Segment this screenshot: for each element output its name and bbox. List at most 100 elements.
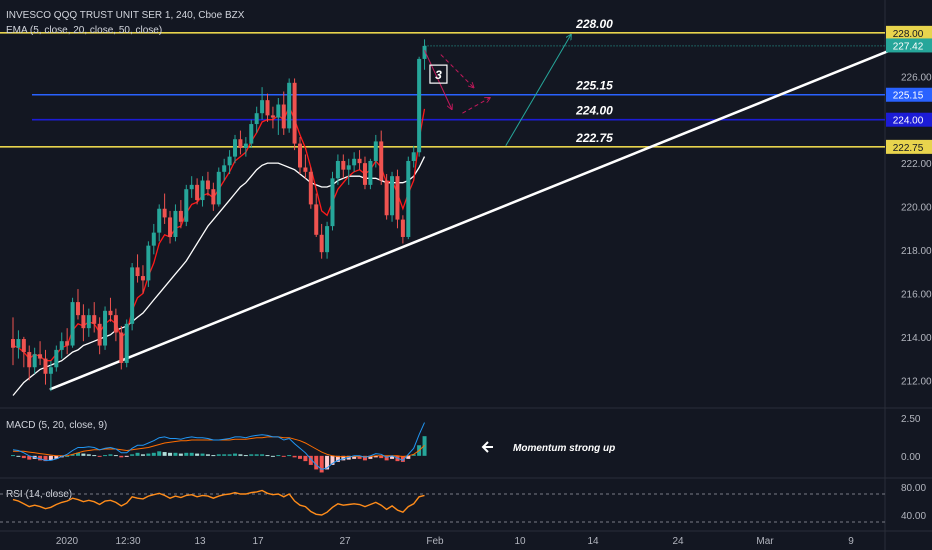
candle[interactable] (254, 106, 259, 133)
candle[interactable] (70, 297, 75, 348)
candle[interactable] (81, 304, 86, 342)
candle[interactable] (368, 158, 373, 190)
candle[interactable] (411, 145, 416, 168)
momentum-annotation[interactable]: Momentum strong up (481, 441, 615, 454)
candle[interactable] (216, 167, 221, 207)
projection-arrow[interactable] (424, 50, 452, 109)
macd-histogram-bar (103, 455, 108, 457)
candle[interactable] (59, 332, 64, 359)
candle[interactable] (173, 204, 178, 242)
price-axis-tag[interactable]: 227.42 (886, 38, 932, 53)
candle[interactable] (151, 223, 156, 255)
candle[interactable] (200, 176, 205, 207)
candle[interactable] (135, 254, 140, 283)
price-axis-tag[interactable]: 225.15 (886, 87, 932, 102)
candle[interactable] (330, 171, 335, 231)
candle[interactable] (325, 221, 330, 259)
candle-body (254, 113, 259, 125)
candle[interactable] (27, 345, 32, 381)
candle[interactable] (146, 241, 151, 287)
candle[interactable] (292, 78, 297, 151)
projection-arrow[interactable] (505, 35, 571, 147)
candle[interactable] (390, 171, 395, 222)
candle[interactable] (357, 150, 362, 170)
ema-legend[interactable]: EMA (5, close, 20, close, 50, close) (6, 25, 163, 36)
candle[interactable] (178, 200, 183, 229)
candle[interactable] (157, 204, 162, 242)
candle[interactable] (86, 308, 91, 337)
price-axis-tag-bg (886, 139, 932, 154)
price-axis-tag[interactable]: 228.00 (886, 25, 932, 40)
candle[interactable] (303, 154, 308, 179)
wave-label[interactable]: 3 (429, 64, 448, 84)
candle[interactable] (308, 167, 313, 209)
candle[interactable] (335, 154, 340, 185)
candle[interactable] (346, 158, 351, 185)
time-tick-label: Feb (426, 536, 444, 547)
candle[interactable] (97, 317, 102, 355)
candle[interactable] (222, 158, 227, 181)
candle[interactable] (341, 154, 346, 179)
rsi-label[interactable]: RSI (14, close) (6, 489, 72, 500)
candle[interactable] (227, 150, 232, 174)
candle[interactable] (65, 328, 70, 355)
price-axis-tag[interactable]: 222.75 (886, 139, 932, 154)
candle[interactable] (124, 319, 129, 368)
candle[interactable] (249, 119, 254, 148)
candle[interactable] (113, 308, 118, 342)
candle[interactable] (32, 347, 37, 374)
candle[interactable] (276, 98, 281, 135)
candle[interactable] (379, 130, 384, 185)
candle[interactable] (54, 345, 59, 372)
candle[interactable] (211, 182, 216, 211)
candle[interactable] (108, 297, 113, 322)
candle[interactable] (297, 137, 302, 174)
rsi-tick-label: 80.00 (901, 483, 926, 494)
candle[interactable] (265, 93, 270, 122)
candle[interactable] (16, 330, 21, 359)
candle[interactable] (48, 360, 53, 392)
candle[interactable] (384, 174, 389, 220)
candle[interactable] (422, 39, 427, 70)
candle[interactable] (140, 265, 145, 294)
candle[interactable] (189, 176, 194, 198)
macd-histogram-bar (357, 455, 362, 459)
candle[interactable] (92, 302, 97, 333)
candle[interactable] (119, 326, 124, 370)
candle[interactable] (260, 87, 265, 120)
candle[interactable] (103, 306, 108, 350)
candle[interactable] (38, 341, 43, 366)
projection-arrow[interactable] (440, 54, 473, 88)
projection-arrow[interactable] (462, 98, 489, 114)
candle[interactable] (406, 156, 411, 240)
candle[interactable] (319, 223, 324, 259)
candle[interactable] (184, 184, 189, 227)
candle[interactable] (233, 134, 238, 164)
candle[interactable] (352, 152, 357, 172)
candle[interactable] (130, 263, 135, 331)
candle[interactable] (162, 193, 167, 224)
candle[interactable] (395, 169, 400, 229)
macd-histogram-bar (238, 454, 243, 456)
candle[interactable] (281, 91, 286, 135)
candle[interactable] (21, 336, 26, 368)
candle[interactable] (270, 106, 275, 129)
candle[interactable] (75, 289, 80, 320)
candle[interactable] (195, 178, 200, 205)
price-axis-tag[interactable]: 224.00 (886, 112, 932, 127)
candle[interactable] (11, 317, 15, 366)
candle[interactable] (314, 193, 319, 237)
candle[interactable] (43, 349, 48, 385)
candle[interactable] (373, 134, 378, 168)
candle[interactable] (400, 215, 405, 244)
macd-label[interactable]: MACD (5, 20, close, 9) (6, 420, 107, 431)
candle[interactable] (287, 78, 292, 133)
candle[interactable] (362, 156, 367, 190)
trendline[interactable] (49, 42, 908, 391)
candle[interactable] (168, 210, 173, 244)
candle[interactable] (238, 130, 243, 155)
candle[interactable] (243, 137, 248, 157)
candle[interactable] (205, 171, 210, 196)
candle[interactable] (417, 56, 422, 157)
